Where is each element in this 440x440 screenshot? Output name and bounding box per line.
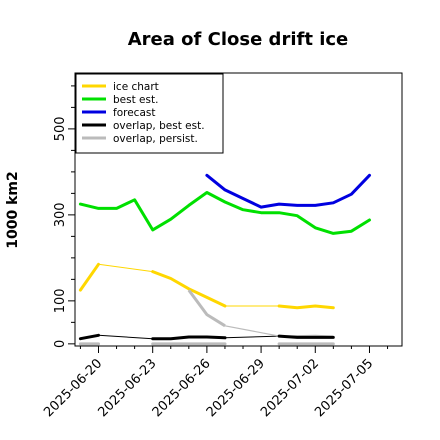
y-tick-label: 100 [53,288,68,313]
series-line-4-segment-3 [277,334,335,339]
series-line-1-segment-2 [151,270,227,308]
y-axis-label: 1000 km2 [5,171,21,248]
thin-line-1 [98,263,153,273]
plot-area [78,173,371,346]
x-tick-label: 2025-07-05 [312,356,376,420]
legend-entry: best est. [113,94,158,106]
legend-entry: overlap, persist. [113,133,198,145]
series-line-1-segment-1 [78,262,100,292]
series-line-2-segment-1 [78,191,371,235]
series-line-persist-decay [187,289,226,328]
chart-title: Area of Close drift ice [128,29,349,50]
series-line-4-segment-2 [151,335,227,341]
thin-line-3 [98,334,153,340]
series-line-4-segment-1 [78,333,100,341]
y-tick-label: 0 [53,340,68,348]
thin-line-5 [188,289,334,337]
series-line-1-segment-3 [277,304,335,310]
legend-entry: ice chart [113,81,159,93]
y-tick-label: 300 [53,202,68,227]
series-line-3-segment-1 [205,173,371,209]
thin-line-4 [224,335,280,339]
y-tick-label: 500 [53,116,68,141]
legend-entry: forecast [113,107,155,119]
legend-entry: overlap, best est. [113,120,205,132]
plot-frame [74,72,403,347]
